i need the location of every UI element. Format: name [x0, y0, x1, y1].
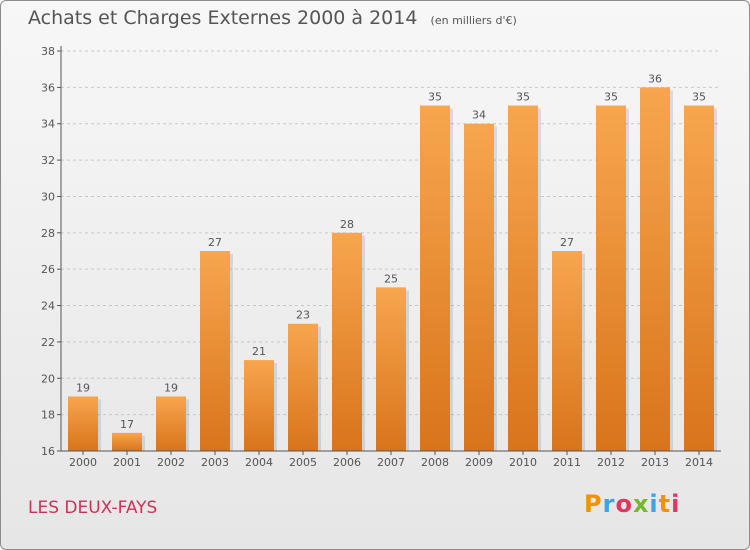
x-tick-label: 2001	[113, 456, 141, 469]
bar-value-label: 23	[296, 309, 310, 322]
chart-subtitle: (en milliers d'€)	[430, 14, 517, 27]
logo-letter: P	[584, 490, 603, 518]
y-tick-label: 28	[41, 227, 55, 240]
proxiti-logo: Proxiti	[584, 490, 680, 518]
title-row: Achats et Charges Externes 2000 à 2014 (…	[28, 7, 517, 29]
y-tick-label: 20	[41, 372, 55, 385]
y-tick-label: 16	[41, 445, 55, 458]
bar	[288, 323, 318, 451]
bar-value-label: 35	[516, 91, 530, 104]
x-tick-label: 2014	[685, 456, 713, 469]
bar-value-label: 27	[560, 236, 574, 249]
bar	[68, 396, 98, 451]
y-tick-label: 26	[41, 263, 55, 276]
x-tick-label: 2010	[509, 456, 537, 469]
y-tick-label: 18	[41, 409, 55, 422]
bar	[596, 105, 626, 451]
bar-value-label: 25	[384, 272, 398, 285]
bar	[200, 251, 230, 451]
bar-value-label: 19	[164, 381, 178, 394]
y-tick-label: 30	[41, 190, 55, 203]
logo-letter: i	[649, 490, 659, 518]
bars	[68, 87, 717, 452]
y-tick-label: 34	[41, 118, 55, 131]
x-tick-label: 2011	[553, 456, 581, 469]
x-tick-label: 2005	[289, 456, 317, 469]
x-tick-label: 2003	[201, 456, 229, 469]
y-tick-label: 22	[41, 336, 55, 349]
bar	[684, 105, 714, 451]
labels: 16 18 20 22 24 26 28 30 32 34 36 38 19 2000 17 2001 19 20…	[41, 45, 713, 469]
bar-value-label: 17	[120, 418, 134, 431]
bar	[420, 105, 450, 451]
x-tick-label: 2013	[641, 456, 669, 469]
bar-value-label: 21	[252, 345, 266, 358]
y-tick-label: 24	[41, 300, 55, 313]
x-tick-label: 2012	[597, 456, 625, 469]
x-tick-label: 2009	[465, 456, 493, 469]
x-tick-label: 2007	[377, 456, 405, 469]
x-tick-label: 2008	[421, 456, 449, 469]
bar	[244, 360, 274, 451]
x-tick-label: 2002	[157, 456, 185, 469]
commune-name: LES DEUX-FAYS	[28, 498, 158, 518]
x-tick-label: 2006	[333, 456, 361, 469]
logo-letter: x	[632, 490, 650, 518]
bar-value-label: 35	[604, 91, 618, 104]
bar-value-label: 34	[472, 109, 486, 122]
bar-value-label: 19	[76, 381, 90, 394]
x-tick-label: 2000	[69, 456, 97, 469]
bar	[112, 432, 142, 451]
bar-value-label: 35	[428, 91, 442, 104]
y-tick-label: 36	[41, 81, 55, 94]
logo-letter: i	[671, 490, 681, 518]
bar	[464, 123, 494, 452]
bar-value-label: 27	[208, 236, 222, 249]
y-tick-label: 32	[41, 154, 55, 167]
bar	[376, 287, 406, 451]
chart-title: Achats et Charges Externes 2000 à 2014	[28, 7, 418, 29]
bar-value-label: 35	[692, 91, 706, 104]
x-tick-label: 2004	[245, 456, 273, 469]
bar	[640, 87, 670, 451]
bar-value-label: 28	[340, 218, 354, 231]
logo-letter: o	[615, 490, 633, 518]
logo-letter: t	[658, 490, 672, 518]
axes	[57, 46, 721, 455]
y-tick-label: 38	[41, 45, 55, 58]
logo-letter: r	[602, 490, 616, 518]
bar	[156, 396, 186, 451]
bar-value-label: 36	[648, 72, 662, 85]
bar	[332, 232, 362, 451]
bar	[508, 105, 538, 451]
bar	[552, 251, 582, 451]
